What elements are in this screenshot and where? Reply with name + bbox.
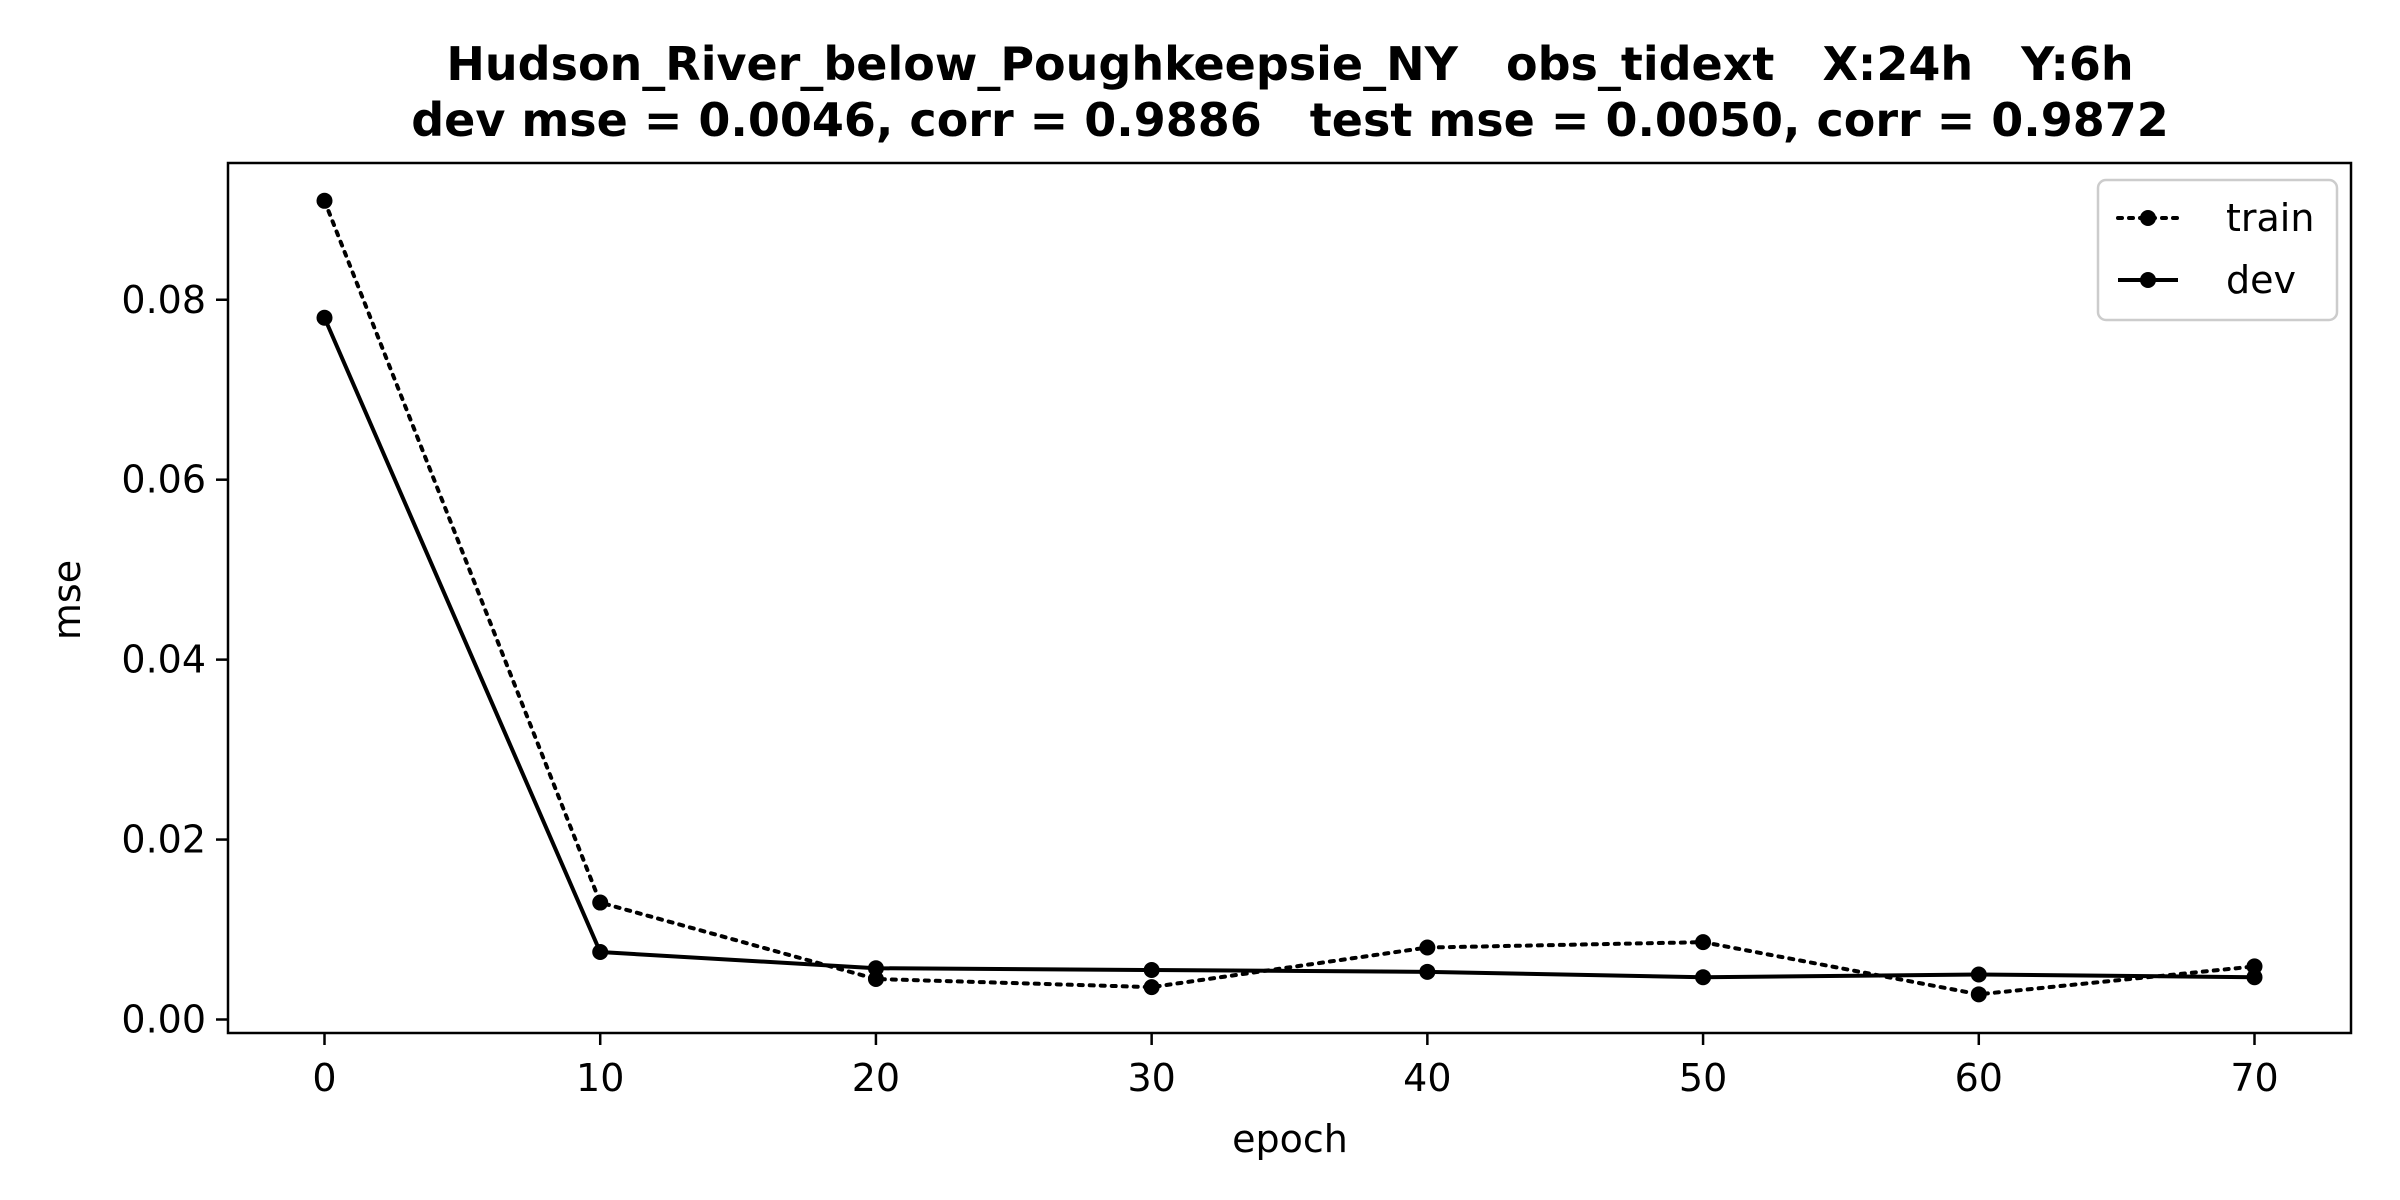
x-tick-label: 40 (1403, 1056, 1451, 1100)
legend-marker-train (2140, 210, 2156, 226)
y-tick-label: 0.06 (121, 458, 206, 502)
data-point-train (1419, 939, 1436, 956)
data-point-train (1143, 979, 1160, 996)
x-tick-label: 0 (312, 1056, 336, 1100)
y-axis: 0.00 0.02 0.04 0.06 0.08 (121, 278, 228, 1042)
legend-box (2096, 178, 2339, 322)
y-tick-label: 0.08 (121, 278, 206, 322)
x-tick-label: 60 (1955, 1056, 2003, 1100)
x-tick-label: 10 (576, 1056, 624, 1100)
legend-label-dev: dev (2226, 258, 2296, 302)
data-point-train (316, 192, 333, 209)
chart-title-line1: Hudson_River_below_Poughkeepsie_NY obs_t… (446, 37, 2133, 91)
data-point-dev (592, 944, 609, 961)
data-point-dev (1419, 963, 1436, 980)
y-tick-label: 0.04 (121, 638, 206, 682)
x-axis: 0 10 20 30 40 50 60 70 (312, 1033, 2279, 1100)
y-tick-label: 0.00 (121, 998, 206, 1042)
x-tick-label: 30 (1127, 1056, 1175, 1100)
data-point-train (1695, 934, 1712, 951)
series-line-train (322, 198, 2257, 997)
data-point-dev (1695, 969, 1712, 986)
data-point-dev (1970, 966, 1987, 983)
legend-marker-dev (2140, 272, 2156, 288)
plot-area (316, 192, 2263, 1003)
data-point-dev (1143, 962, 1160, 979)
series-line-dev (322, 316, 2255, 980)
x-axis-label: epoch (1232, 1117, 1348, 1161)
data-point-dev (316, 309, 333, 326)
y-tick-label: 0.02 (121, 818, 206, 862)
x-tick-label: 20 (852, 1056, 900, 1100)
data-point-dev (2246, 969, 2263, 986)
chart-title-line2: dev mse = 0.0046, corr = 0.9886 test mse… (411, 93, 2169, 147)
legend: train dev (2096, 178, 2339, 322)
data-point-train (1970, 986, 1987, 1003)
x-tick-label: 50 (1679, 1056, 1727, 1100)
legend-label-train: train (2226, 196, 2314, 240)
y-axis-label: mse (45, 560, 89, 640)
data-point-dev (867, 960, 884, 977)
plot-frame (226, 161, 2353, 1035)
data-point-train (592, 894, 609, 911)
x-tick-label: 70 (2230, 1056, 2278, 1100)
